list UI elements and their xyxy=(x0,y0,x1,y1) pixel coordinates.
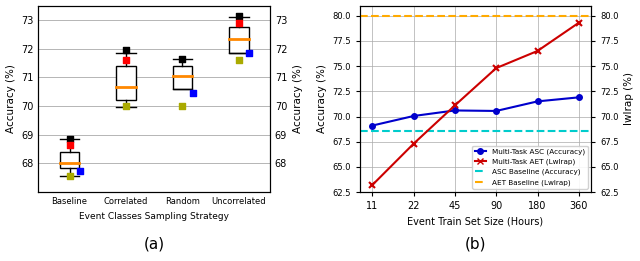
Point xyxy=(188,91,198,95)
Bar xyxy=(229,27,249,53)
Point xyxy=(65,174,75,179)
Point xyxy=(234,58,244,62)
Multi-Task ASC (Accuracy) xyxy=(451,109,459,112)
Point xyxy=(121,104,131,108)
Multi-Task ASC (Accuracy) xyxy=(534,100,541,103)
Multi-Task AET (Lwlrap) xyxy=(534,49,541,52)
Point xyxy=(65,143,75,147)
Line: Multi-Task AET (Lwlrap): Multi-Task AET (Lwlrap) xyxy=(369,19,582,188)
Y-axis label: Accuracy (%): Accuracy (%) xyxy=(292,64,303,133)
Multi-Task AET (Lwlrap) xyxy=(575,21,582,24)
Point xyxy=(244,51,254,55)
Point xyxy=(65,137,75,141)
Multi-Task AET (Lwlrap) xyxy=(492,67,500,70)
Y-axis label: lwlrap (%): lwlrap (%) xyxy=(625,72,634,125)
Text: (a): (a) xyxy=(143,236,164,251)
Point xyxy=(177,104,188,108)
Point xyxy=(234,21,244,25)
Line: Multi-Task ASC (Accuracy): Multi-Task ASC (Accuracy) xyxy=(369,94,582,128)
Point xyxy=(121,48,131,52)
Point xyxy=(74,169,84,173)
Point xyxy=(121,58,131,62)
Multi-Task ASC (Accuracy) xyxy=(410,114,417,117)
Multi-Task AET (Lwlrap) xyxy=(451,104,459,107)
X-axis label: Event Train Set Size (Hours): Event Train Set Size (Hours) xyxy=(408,217,543,227)
Y-axis label: Accuracy (%): Accuracy (%) xyxy=(6,64,15,133)
Bar xyxy=(173,66,192,89)
Point xyxy=(177,57,188,61)
Multi-Task ASC (Accuracy) xyxy=(492,109,500,112)
Y-axis label: Accuracy (%): Accuracy (%) xyxy=(317,64,326,133)
Bar xyxy=(60,152,79,168)
Multi-Task AET (Lwlrap) xyxy=(369,183,376,187)
Multi-Task ASC (Accuracy) xyxy=(369,124,376,127)
Multi-Task ASC (Accuracy) xyxy=(575,96,582,99)
Point xyxy=(234,14,244,18)
Text: (b): (b) xyxy=(465,236,486,251)
X-axis label: Event Classes Sampling Strategy: Event Classes Sampling Strategy xyxy=(79,212,229,221)
Legend: Multi-Task ASC (Accuracy), Multi-Task AET (Lwlrap), ASC Baseline (Accuracy), AET: Multi-Task ASC (Accuracy), Multi-Task AE… xyxy=(472,146,588,188)
Multi-Task AET (Lwlrap) xyxy=(410,142,417,145)
Bar xyxy=(116,66,136,100)
